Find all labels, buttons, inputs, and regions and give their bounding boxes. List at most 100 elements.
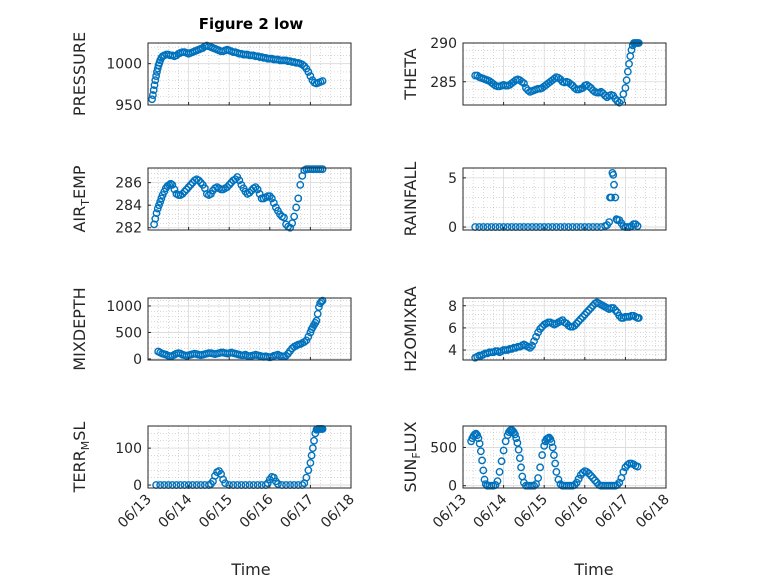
y-axis-label: H2OMIXRA [401, 286, 420, 372]
data-point [495, 468, 504, 476]
data-point [615, 478, 624, 487]
y-tick-label: 8 [448, 299, 457, 315]
data-point [609, 304, 618, 312]
data-point [170, 185, 179, 194]
data-point [578, 312, 587, 321]
y-axis-label: TERRMSL [70, 422, 92, 494]
y-tick-label: 500 [115, 325, 142, 341]
y-tick-label: 285 [430, 75, 457, 91]
x-tick-label: 06/18 [633, 492, 673, 532]
data-point [245, 188, 254, 197]
subplot-rainfall: 0 5 RAINFALL [401, 162, 667, 237]
data-point [292, 203, 301, 212]
data-point [318, 296, 327, 305]
data-point [623, 67, 632, 76]
data-point [304, 68, 313, 76]
data-point [526, 343, 534, 352]
data-point [580, 310, 589, 319]
data-point [584, 306, 593, 315]
axes-box [147, 297, 352, 361]
data-point [584, 469, 593, 478]
data-point [223, 183, 232, 192]
data-point [586, 304, 595, 312]
x-tick-label: 06/13 [430, 492, 470, 532]
data-point [621, 463, 630, 472]
data-point [288, 219, 297, 228]
data-point [184, 183, 193, 192]
x-axis-label-left: Time [230, 560, 270, 579]
data-point [634, 314, 643, 322]
data-point [290, 212, 299, 221]
data-point [180, 187, 189, 196]
data-point [149, 86, 158, 95]
y-tick-label: 6 [448, 321, 457, 337]
y-axis-label: THETA [401, 48, 420, 100]
y-axis-label: RAINFALL [401, 162, 420, 237]
data-point [473, 71, 482, 80]
data-point [633, 222, 642, 230]
axes-box [462, 42, 667, 106]
data-point [306, 72, 315, 80]
subplot-sun-flux: 0 500 06/13 06/14 06/15 06/16 06/17 06/18 SUNFLU… [401, 421, 673, 531]
data-point [194, 176, 203, 185]
x-tick-label: 06/17 [592, 492, 632, 532]
data-point [476, 447, 485, 456]
data-point [294, 194, 303, 203]
data-point [300, 338, 309, 346]
data-point [622, 76, 631, 85]
data-point [479, 466, 488, 475]
y-tick-label: 0 [133, 478, 142, 494]
data-point [550, 451, 558, 459]
data-point [589, 474, 597, 482]
data-point [157, 194, 166, 203]
data-point [570, 321, 579, 330]
data-point [532, 332, 540, 341]
data-point [627, 46, 636, 54]
data-point [554, 475, 563, 484]
y-axis-label: MIXDEPTH [70, 287, 89, 370]
data-point [274, 480, 282, 488]
data-point [629, 460, 638, 469]
data-point [296, 181, 305, 189]
data-point [528, 341, 536, 350]
subplot-theta: 285 290 THETA [401, 36, 667, 107]
data-point [517, 463, 525, 472]
data-point [591, 476, 599, 485]
data-point [586, 471, 595, 480]
data-point [582, 308, 591, 317]
data-point [611, 193, 620, 202]
data-point [150, 81, 159, 90]
data-point [574, 317, 583, 326]
data-point [633, 462, 642, 471]
subplot-pressure: 950 1000 PRESSURE [70, 32, 352, 116]
data-point [499, 446, 508, 455]
data-point [547, 438, 556, 446]
data-point [540, 442, 549, 450]
data-point [619, 468, 628, 476]
data-point [182, 185, 191, 194]
y-tick-label: 0 [448, 479, 457, 495]
data-point [611, 306, 620, 315]
data-point [280, 213, 288, 222]
data-point [166, 179, 175, 188]
data-point [613, 97, 622, 106]
data-point [554, 73, 563, 82]
data-point [530, 337, 538, 346]
data-point [474, 434, 483, 443]
data-point [480, 475, 489, 484]
data-point [155, 201, 163, 210]
data-point [552, 468, 561, 476]
data-point [286, 223, 294, 232]
data-point [168, 181, 177, 189]
data-point [310, 436, 318, 445]
data-point [508, 426, 517, 435]
data-point [267, 194, 276, 203]
y-tick-label: 0 [448, 220, 457, 236]
data-point [520, 79, 528, 88]
subplot-air-temp: 282 284 286 AIRTEMP [70, 165, 352, 237]
data-point [298, 60, 307, 69]
data-point [572, 319, 581, 328]
axes-box [462, 425, 667, 489]
data-point [265, 192, 274, 201]
